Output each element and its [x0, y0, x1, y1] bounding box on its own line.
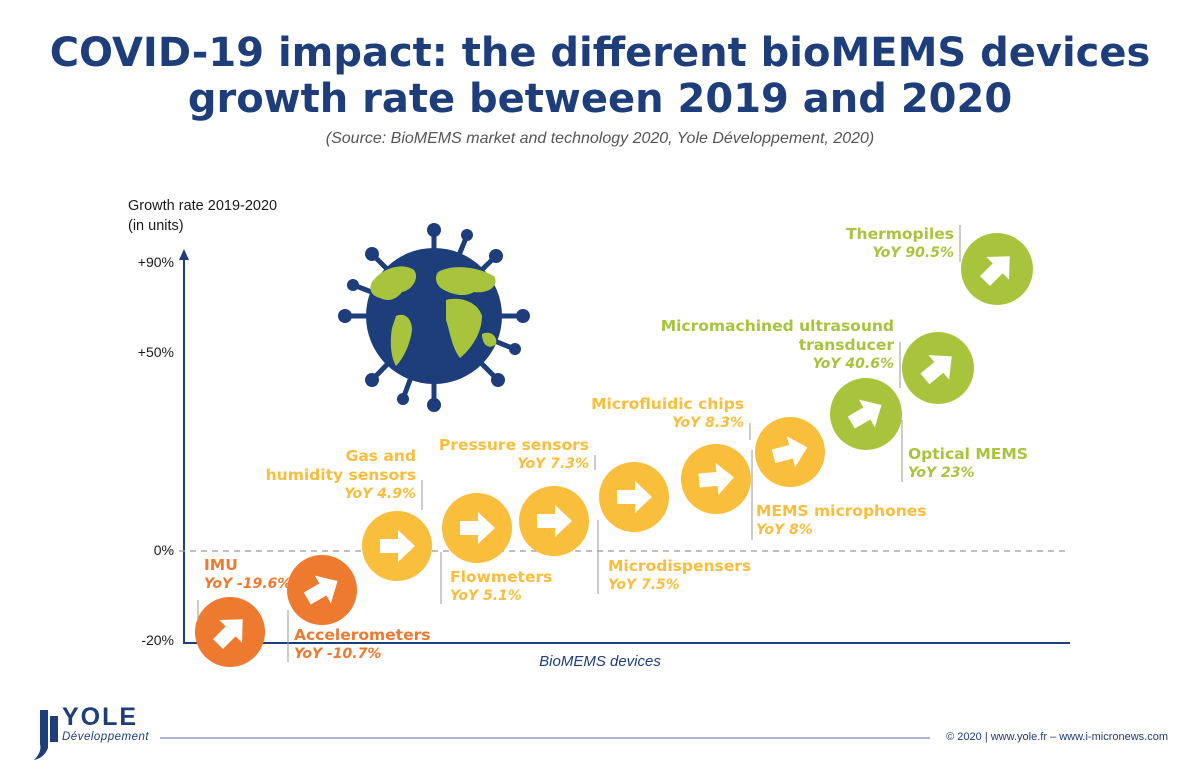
data-point [599, 462, 669, 532]
arrow-icon [537, 505, 572, 537]
data-point [442, 493, 512, 563]
data-label: IMU YoY -19.6% [204, 556, 291, 594]
data-label-name: Micromachined ultrasound [660, 317, 894, 335]
arrow-icon [213, 619, 243, 649]
data-label: Gas and humidity sensors YoY 4.9% [266, 447, 416, 504]
arrow-icon [617, 481, 652, 513]
arrow-icon [920, 355, 952, 385]
data-point [681, 444, 751, 514]
data-point [195, 597, 265, 667]
data-point [755, 417, 825, 487]
x-axis-label: BioMEMS devices [539, 653, 661, 670]
arrow-icon [380, 530, 415, 562]
data-label-name: Pressure sensors [438, 436, 589, 454]
arrow-icon [980, 256, 1010, 286]
coronavirus-globe-icon [338, 223, 530, 412]
y-tick-label: +50% [137, 344, 174, 360]
data-label-yoy: YoY 90.5% [872, 245, 954, 261]
data-point [519, 486, 589, 556]
y-tick-label: -20% [141, 632, 174, 648]
data-point [362, 511, 432, 581]
data-label: Pressure sensors YoY 7.3% [439, 436, 589, 474]
chart-title-line-2: growth rate between 2019 and 2020 [187, 76, 1013, 122]
y-axis-arrowhead [179, 249, 189, 260]
data-label-name: humidity sensors [265, 466, 416, 484]
data-label-name: Microfluidic chips [591, 395, 744, 413]
data-label: Optical MEMS YoY 23% [908, 445, 1028, 483]
yole-logo-icon [34, 710, 58, 760]
y-axis-label-line-2: (in units) [128, 218, 184, 234]
arrow-icon [303, 575, 338, 605]
chart-title-line-1: COVID-19 impact: the different bioMEMS d… [49, 30, 1151, 76]
data-label-name: MEMS microphones [756, 502, 927, 520]
arrow-icon [698, 462, 734, 495]
data-point [902, 332, 974, 404]
data-label-yoy: YoY 7.5% [608, 577, 680, 593]
data-label-yoy: YoY -19.6% [204, 576, 292, 592]
data-label-name: Microdispensers [608, 557, 752, 575]
data-label-yoy: YoY 8.3% [672, 415, 744, 431]
data-label-name: Gas and [345, 447, 416, 465]
data-label-yoy: YoY 7.3% [517, 456, 589, 472]
y-tick-label: 0% [153, 542, 174, 558]
data-label-yoy: YoY -10.7% [294, 646, 382, 662]
arrow-icon [460, 512, 495, 544]
data-label: Thermopiles YoY 90.5% [846, 225, 954, 263]
data-label-name: Optical MEMS [908, 445, 1028, 463]
y-tick-label: +90% [137, 254, 174, 270]
footer-copyright: © 2020 | www.yole.fr – www.i-micronews.c… [946, 731, 1168, 743]
y-axis-label-line-1: Growth rate 2019-2020 [128, 198, 278, 214]
arrow-icon [771, 436, 808, 468]
logo-subtitle: Développement [62, 731, 150, 743]
data-label: Flowmeters YoY 5.1% [450, 568, 552, 606]
data-label: Microdispensers YoY 7.5% [608, 557, 751, 595]
data-label-name: IMU [204, 556, 238, 574]
logo-name: YOLE [62, 703, 139, 731]
data-point [830, 378, 902, 450]
data-label: Accelerometers YoY -10.7% [294, 626, 430, 664]
data-label: MEMS microphones YoY 8% [756, 502, 927, 540]
data-point [287, 555, 357, 625]
data-label-name: Accelerometers [294, 626, 431, 644]
chart-source: (Source: BioMEMS market and technology 2… [325, 130, 875, 147]
arrow-icon [847, 399, 882, 429]
data-label-yoy: YoY 5.1% [450, 588, 522, 604]
data-label: Micromachined ultrasound transducer YoY 40… [661, 317, 894, 374]
data-label-yoy: YoY 4.9% [344, 486, 416, 502]
data-label: Microfluidic chips YoY 8.3% [591, 395, 744, 433]
data-label-yoy: YoY 23% [908, 465, 975, 481]
data-point [961, 233, 1033, 305]
data-label-name: Flowmeters [450, 568, 553, 586]
data-label-yoy: YoY 8% [756, 522, 813, 538]
data-label-yoy: YoY 40.6% [812, 356, 894, 372]
data-label-name: transducer [798, 336, 894, 354]
data-label-name: Thermopiles [845, 225, 954, 243]
